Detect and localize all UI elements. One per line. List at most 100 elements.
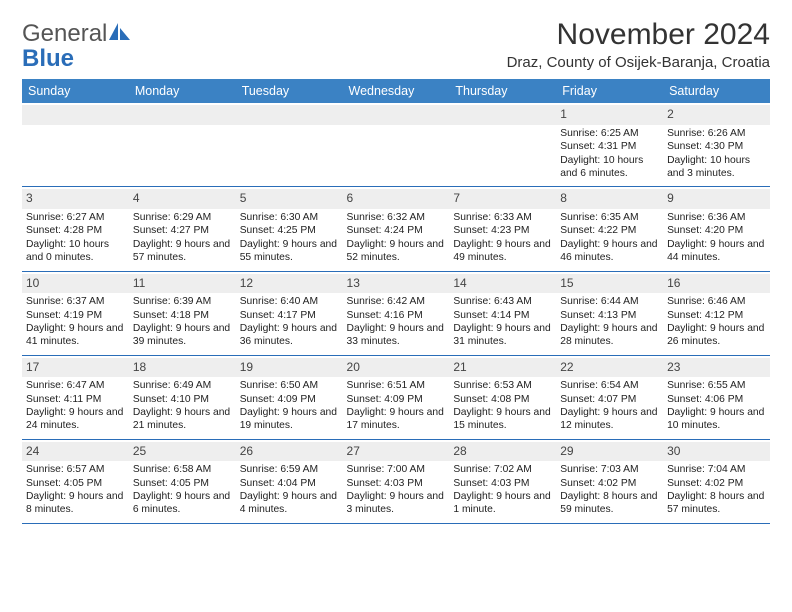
day-details: Sunrise: 6:49 AMSunset: 4:10 PMDaylight:…: [133, 379, 232, 433]
calendar-day-cell: [343, 103, 450, 187]
calendar-day-cell: 22Sunrise: 6:54 AMSunset: 4:07 PMDayligh…: [556, 355, 663, 439]
calendar-day-cell: 14Sunrise: 6:43 AMSunset: 4:14 PMDayligh…: [449, 271, 556, 355]
calendar-day-cell: 29Sunrise: 7:03 AMSunset: 4:02 PMDayligh…: [556, 439, 663, 523]
day-number: 13: [343, 274, 450, 294]
day-details: Sunrise: 6:55 AMSunset: 4:06 PMDaylight:…: [667, 379, 766, 433]
day-number: [129, 105, 236, 125]
calendar-day-cell: 23Sunrise: 6:55 AMSunset: 4:06 PMDayligh…: [663, 355, 770, 439]
day-details: Sunrise: 6:26 AMSunset: 4:30 PMDaylight:…: [667, 127, 766, 181]
day-details: Sunrise: 6:32 AMSunset: 4:24 PMDaylight:…: [347, 211, 446, 265]
calendar-day-cell: 13Sunrise: 6:42 AMSunset: 4:16 PMDayligh…: [343, 271, 450, 355]
calendar-day-cell: 12Sunrise: 6:40 AMSunset: 4:17 PMDayligh…: [236, 271, 343, 355]
day-number: 21: [449, 358, 556, 378]
day-number: 22: [556, 358, 663, 378]
calendar-day-cell: 16Sunrise: 6:46 AMSunset: 4:12 PMDayligh…: [663, 271, 770, 355]
calendar-week-row: 1Sunrise: 6:25 AMSunset: 4:31 PMDaylight…: [22, 103, 770, 187]
calendar-day-cell: 15Sunrise: 6:44 AMSunset: 4:13 PMDayligh…: [556, 271, 663, 355]
calendar-day-cell: 6Sunrise: 6:32 AMSunset: 4:24 PMDaylight…: [343, 187, 450, 271]
col-tuesday: Tuesday: [236, 79, 343, 103]
col-friday: Friday: [556, 79, 663, 103]
calendar-day-cell: 18Sunrise: 6:49 AMSunset: 4:10 PMDayligh…: [129, 355, 236, 439]
day-details: Sunrise: 7:03 AMSunset: 4:02 PMDaylight:…: [560, 463, 659, 517]
day-details: Sunrise: 6:44 AMSunset: 4:13 PMDaylight:…: [560, 295, 659, 349]
day-details: Sunrise: 7:04 AMSunset: 4:02 PMDaylight:…: [667, 463, 766, 517]
day-details: Sunrise: 6:35 AMSunset: 4:22 PMDaylight:…: [560, 211, 659, 265]
day-number: 6: [343, 189, 450, 209]
calendar-body: 1Sunrise: 6:25 AMSunset: 4:31 PMDaylight…: [22, 103, 770, 522]
bottom-rule: [22, 523, 770, 524]
day-details: Sunrise: 6:57 AMSunset: 4:05 PMDaylight:…: [26, 463, 125, 517]
day-number: 15: [556, 274, 663, 294]
day-number: 1: [556, 105, 663, 125]
day-details: Sunrise: 6:50 AMSunset: 4:09 PMDaylight:…: [240, 379, 339, 433]
day-number: [449, 105, 556, 125]
day-number: 23: [663, 358, 770, 378]
day-details: Sunrise: 6:51 AMSunset: 4:09 PMDaylight:…: [347, 379, 446, 433]
day-number: 3: [22, 189, 129, 209]
day-number: 29: [556, 442, 663, 462]
calendar-day-cell: 30Sunrise: 7:04 AMSunset: 4:02 PMDayligh…: [663, 439, 770, 523]
day-number: [236, 105, 343, 125]
day-details: Sunrise: 6:36 AMSunset: 4:20 PMDaylight:…: [667, 211, 766, 265]
day-details: Sunrise: 6:37 AMSunset: 4:19 PMDaylight:…: [26, 295, 125, 349]
col-monday: Monday: [129, 79, 236, 103]
calendar-day-cell: 19Sunrise: 6:50 AMSunset: 4:09 PMDayligh…: [236, 355, 343, 439]
col-wednesday: Wednesday: [343, 79, 450, 103]
day-details: Sunrise: 6:59 AMSunset: 4:04 PMDaylight:…: [240, 463, 339, 517]
month-title: November 2024: [507, 18, 770, 52]
logo: General Blue: [22, 18, 131, 71]
day-number: 2: [663, 105, 770, 125]
calendar-day-cell: [22, 103, 129, 187]
day-number: 14: [449, 274, 556, 294]
day-details: Sunrise: 6:30 AMSunset: 4:25 PMDaylight:…: [240, 211, 339, 265]
day-details: Sunrise: 6:47 AMSunset: 4:11 PMDaylight:…: [26, 379, 125, 433]
day-details: Sunrise: 6:43 AMSunset: 4:14 PMDaylight:…: [453, 295, 552, 349]
calendar-day-cell: 4Sunrise: 6:29 AMSunset: 4:27 PMDaylight…: [129, 187, 236, 271]
calendar-day-cell: 2Sunrise: 6:26 AMSunset: 4:30 PMDaylight…: [663, 103, 770, 187]
day-number: 5: [236, 189, 343, 209]
calendar-day-cell: 7Sunrise: 6:33 AMSunset: 4:23 PMDaylight…: [449, 187, 556, 271]
calendar-day-cell: 10Sunrise: 6:37 AMSunset: 4:19 PMDayligh…: [22, 271, 129, 355]
day-number: 10: [22, 274, 129, 294]
col-saturday: Saturday: [663, 79, 770, 103]
calendar-day-cell: 8Sunrise: 6:35 AMSunset: 4:22 PMDaylight…: [556, 187, 663, 271]
day-number: 9: [663, 189, 770, 209]
calendar-week-row: 3Sunrise: 6:27 AMSunset: 4:28 PMDaylight…: [22, 187, 770, 271]
day-number: 20: [343, 358, 450, 378]
calendar-day-cell: 11Sunrise: 6:39 AMSunset: 4:18 PMDayligh…: [129, 271, 236, 355]
day-number: 8: [556, 189, 663, 209]
day-details: Sunrise: 6:53 AMSunset: 4:08 PMDaylight:…: [453, 379, 552, 433]
calendar-day-cell: 24Sunrise: 6:57 AMSunset: 4:05 PMDayligh…: [22, 439, 129, 523]
day-details: Sunrise: 7:00 AMSunset: 4:03 PMDaylight:…: [347, 463, 446, 517]
col-thursday: Thursday: [449, 79, 556, 103]
header: General Blue November 2024 Draz, County …: [22, 18, 770, 71]
logo-text: General Blue: [22, 18, 131, 71]
calendar-day-cell: 26Sunrise: 6:59 AMSunset: 4:04 PMDayligh…: [236, 439, 343, 523]
day-number: 7: [449, 189, 556, 209]
day-number: 24: [22, 442, 129, 462]
calendar-day-cell: [236, 103, 343, 187]
day-details: Sunrise: 6:40 AMSunset: 4:17 PMDaylight:…: [240, 295, 339, 349]
col-sunday: Sunday: [22, 79, 129, 103]
day-number: 4: [129, 189, 236, 209]
calendar-day-cell: 27Sunrise: 7:00 AMSunset: 4:03 PMDayligh…: [343, 439, 450, 523]
logo-sail-icon: [109, 21, 131, 46]
day-details: Sunrise: 6:39 AMSunset: 4:18 PMDaylight:…: [133, 295, 232, 349]
location: Draz, County of Osijek-Baranja, Croatia: [507, 54, 770, 71]
calendar-week-row: 24Sunrise: 6:57 AMSunset: 4:05 PMDayligh…: [22, 439, 770, 523]
day-details: Sunrise: 6:58 AMSunset: 4:05 PMDaylight:…: [133, 463, 232, 517]
day-number: [22, 105, 129, 125]
calendar-header-row: Sunday Monday Tuesday Wednesday Thursday…: [22, 79, 770, 103]
day-details: Sunrise: 6:29 AMSunset: 4:27 PMDaylight:…: [133, 211, 232, 265]
calendar-table: Sunday Monday Tuesday Wednesday Thursday…: [22, 79, 770, 522]
calendar-day-cell: [129, 103, 236, 187]
calendar-day-cell: 20Sunrise: 6:51 AMSunset: 4:09 PMDayligh…: [343, 355, 450, 439]
calendar-day-cell: 17Sunrise: 6:47 AMSunset: 4:11 PMDayligh…: [22, 355, 129, 439]
day-number: 26: [236, 442, 343, 462]
day-details: Sunrise: 6:54 AMSunset: 4:07 PMDaylight:…: [560, 379, 659, 433]
calendar-day-cell: 3Sunrise: 6:27 AMSunset: 4:28 PMDaylight…: [22, 187, 129, 271]
day-number: 12: [236, 274, 343, 294]
calendar-day-cell: [449, 103, 556, 187]
logo-word1: General: [22, 20, 107, 47]
calendar-day-cell: 21Sunrise: 6:53 AMSunset: 4:08 PMDayligh…: [449, 355, 556, 439]
